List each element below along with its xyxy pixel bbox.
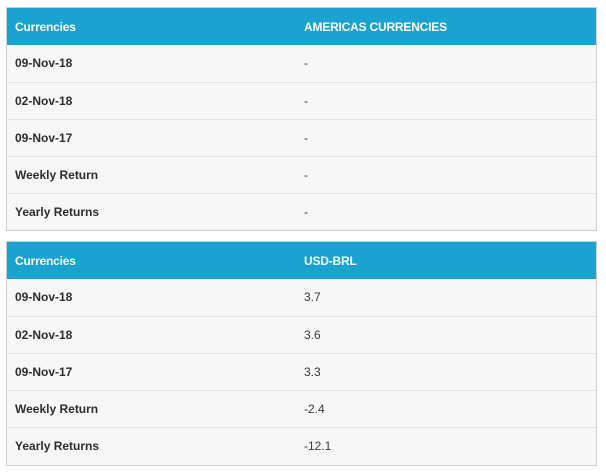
row-label: Yearly Returns <box>15 204 100 219</box>
header-usd-brl: USD-BRL <box>304 253 357 268</box>
row-label: 02-Nov-18 <box>15 327 73 342</box>
usd-brl-table: Currencies USD-BRL 09-Nov-18 3.7 02-Nov-… <box>6 241 597 466</box>
row-value: 3.7 <box>304 290 321 305</box>
row-value: 3.6 <box>304 327 321 342</box>
table-row: 02-Nov-18 3.6 <box>7 316 596 353</box>
table-row: Weekly Return - <box>7 156 596 193</box>
row-label: 02-Nov-18 <box>15 93 73 108</box>
header-currencies: Currencies <box>15 253 76 268</box>
currency-table: Currencies AMERICAS CURRENCIES 09-Nov-18… <box>7 8 596 230</box>
header-currencies: Currencies <box>15 19 76 34</box>
row-label: 09-Nov-17 <box>15 364 73 379</box>
row-label: Yearly Returns <box>15 438 100 453</box>
currency-table: Currencies USD-BRL 09-Nov-18 3.7 02-Nov-… <box>7 242 596 464</box>
row-value: - <box>304 56 308 71</box>
row-label: 09-Nov-18 <box>15 290 73 305</box>
row-value: - <box>304 130 308 145</box>
table-row: Yearly Returns - <box>7 193 596 230</box>
row-value: - <box>304 204 308 219</box>
row-value: - <box>304 93 308 108</box>
table-row: 02-Nov-18 - <box>7 82 596 119</box>
header-americas-currencies: AMERICAS CURRENCIES <box>304 19 447 34</box>
row-label: Weekly Return <box>15 167 99 182</box>
row-label: 09-Nov-17 <box>15 130 73 145</box>
row-value: 3.3 <box>304 364 321 379</box>
row-value: - <box>304 167 308 182</box>
table-row: 09-Nov-17 - <box>7 119 596 156</box>
row-label: Weekly Return <box>15 401 99 416</box>
table-header-row: Currencies AMERICAS CURRENCIES <box>7 8 596 45</box>
table-row: 09-Nov-17 3.3 <box>7 353 596 390</box>
table-row: 09-Nov-18 3.7 <box>7 279 596 316</box>
row-label: 09-Nov-18 <box>15 56 73 71</box>
table-row: 09-Nov-18 - <box>7 45 596 82</box>
table-row: Weekly Return -2.4 <box>7 390 596 427</box>
row-value: -2.4 <box>304 401 325 416</box>
americas-currencies-table: Currencies AMERICAS CURRENCIES 09-Nov-18… <box>6 7 597 231</box>
row-value: -12.1 <box>304 438 332 453</box>
table-header-row: Currencies USD-BRL <box>7 242 596 279</box>
table-row: Yearly Returns -12.1 <box>7 427 596 464</box>
